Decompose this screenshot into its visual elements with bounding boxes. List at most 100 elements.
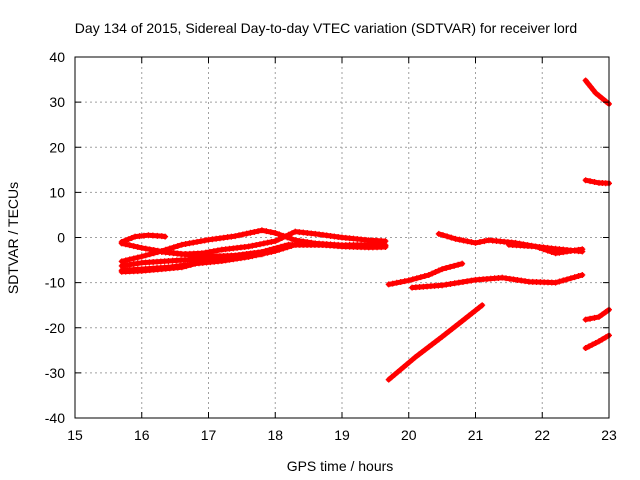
data-point — [276, 231, 283, 238]
series-track-15 — [582, 306, 612, 323]
data-point — [464, 238, 471, 245]
data-point — [253, 241, 260, 248]
data-point — [435, 230, 442, 237]
data-point — [272, 238, 279, 245]
data-point — [170, 244, 177, 251]
data-point — [590, 86, 597, 93]
data-point — [599, 336, 606, 343]
x-tick-label: 18 — [267, 427, 283, 443]
data-point — [468, 239, 475, 246]
data-point — [587, 83, 594, 90]
data-point — [439, 333, 446, 340]
data-point — [419, 349, 426, 356]
data-point — [595, 313, 602, 320]
chart-title: Day 134 of 2015, Sidereal Day-to-day VTE… — [75, 20, 577, 36]
data-point — [272, 229, 279, 236]
data-point — [134, 243, 141, 250]
data-point — [138, 253, 145, 260]
series-track-13 — [582, 77, 612, 107]
data-point — [585, 80, 592, 87]
data-point — [560, 277, 567, 284]
data-point — [462, 315, 469, 322]
data-point — [582, 77, 589, 84]
data-point — [439, 282, 446, 289]
data-point — [449, 325, 456, 332]
data-point — [425, 271, 432, 278]
data-point — [567, 275, 574, 282]
x-tick-label: 20 — [401, 427, 417, 443]
data-point — [285, 231, 292, 238]
data-point — [197, 238, 204, 245]
data-point — [256, 241, 263, 248]
x-tick-label: 17 — [201, 427, 217, 443]
data-point — [125, 236, 132, 243]
x-tick-label: 15 — [67, 427, 83, 443]
data-point — [150, 247, 157, 254]
data-point — [447, 263, 454, 270]
data-point — [142, 245, 149, 252]
data-point — [126, 261, 133, 268]
data-point — [393, 279, 400, 286]
data-point — [178, 264, 185, 271]
data-point — [130, 261, 137, 268]
data-point — [579, 248, 586, 255]
data-point — [460, 237, 467, 244]
data-point — [589, 341, 596, 348]
y-tick-label: 0 — [57, 230, 65, 246]
data-point — [587, 178, 594, 185]
data-point — [591, 178, 598, 185]
y-tick-label: -30 — [45, 365, 65, 381]
data-point — [415, 351, 422, 358]
data-point — [276, 246, 283, 253]
data-point — [409, 276, 416, 283]
series-track-14 — [582, 177, 612, 187]
data-point — [429, 270, 436, 277]
data-point — [443, 265, 450, 272]
data-point — [439, 266, 446, 273]
data-point — [183, 263, 190, 270]
data-point — [595, 338, 602, 345]
data-point — [138, 244, 145, 251]
data-point — [146, 246, 153, 253]
data-point — [595, 92, 602, 99]
data-point — [602, 98, 609, 105]
data-point — [476, 239, 483, 246]
data-point — [232, 233, 239, 240]
data-point — [268, 248, 275, 255]
data-point — [591, 314, 598, 321]
y-tick-label: -20 — [45, 320, 65, 336]
data-point — [421, 273, 428, 280]
data-point — [432, 338, 439, 345]
data-point — [405, 277, 412, 284]
data-point — [192, 260, 199, 267]
data-point — [210, 248, 217, 255]
data-point — [592, 339, 599, 346]
data-point — [435, 267, 442, 274]
data-point — [201, 237, 208, 244]
data-point — [236, 232, 243, 239]
data-point — [245, 243, 252, 250]
data-point — [456, 236, 463, 243]
data-point — [239, 231, 246, 238]
data-point — [582, 345, 589, 352]
data-point — [174, 242, 181, 249]
data-point — [435, 336, 442, 343]
data-point — [128, 234, 135, 241]
data-point — [278, 234, 285, 241]
y-axis-label: SDTVAR / TECUs — [5, 182, 21, 294]
data-point — [447, 280, 454, 287]
data-point — [429, 341, 436, 348]
data-point — [182, 241, 189, 248]
data-point — [575, 273, 582, 280]
data-point — [564, 276, 571, 283]
x-tick-label: 23 — [601, 427, 617, 443]
x-tick-label: 16 — [134, 427, 150, 443]
data-point — [249, 242, 256, 249]
data-point — [264, 239, 271, 246]
series-track-9 — [409, 271, 586, 291]
y-tick-label: 40 — [49, 49, 65, 65]
data-point — [194, 238, 201, 245]
data-point — [412, 354, 419, 361]
data-point — [162, 233, 169, 240]
data-point — [452, 235, 459, 242]
